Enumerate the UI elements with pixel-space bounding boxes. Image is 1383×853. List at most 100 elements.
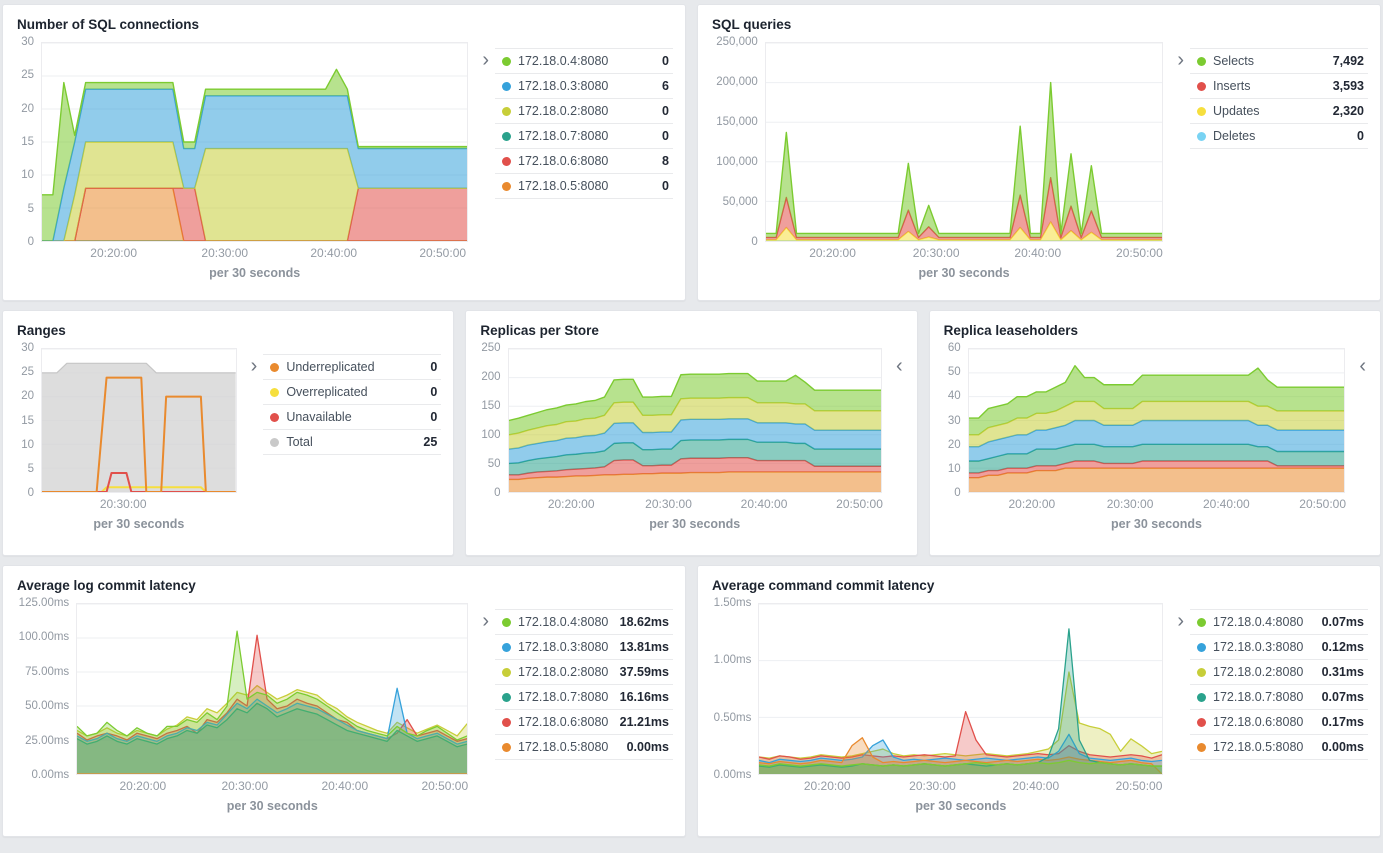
legend-value: 2,320 [1332,104,1364,118]
command-commit-latency-chart[interactable]: 1.50ms 1.00ms 0.50ms 0.00ms 20:20:00 20:30:00… [710,597,1164,813]
y-axis-tick-label: 100,000 [716,156,758,168]
x-axis-tick-label: 20:20:00 [1008,497,1056,511]
legend-item[interactable]: 172.18.0.3:8080 13.81ms [495,634,673,659]
y-axis-tick-label: 20 [947,438,961,451]
x-axis-tick-label: 20:30:00 [1106,497,1154,511]
172.18.0.3:8080-line [77,688,467,744]
legend-item[interactable]: 172.18.0.6:8080 0.17ms [1190,709,1368,734]
legend-item[interactable]: 172.18.0.5:8080 0.00ms [495,734,673,760]
legend-value: 21.21ms [619,715,669,729]
legend-item[interactable]: Total 25 [263,429,442,455]
legend-item[interactable]: Deletes 0 [1190,123,1368,149]
172.18.0.2:8080-area [42,142,468,241]
legend-label: Inserts [1213,79,1251,93]
legend-expand-chevron[interactable]: ‹ [895,355,903,377]
legend-collapse-chevron[interactable]: › [1177,49,1184,71]
series-color-dot-icon [270,437,280,447]
chart-plot-area[interactable] [41,348,237,493]
series-1-area [508,471,881,492]
chart-plot-area[interactable] [764,42,1164,242]
legend-item[interactable]: 172.18.0.7:8080 0.07ms [1190,684,1368,709]
legend-item[interactable]: 172.18.0.6:8080 8 [495,148,673,173]
legend-item[interactable]: 172.18.0.5:8080 0.00ms [1190,734,1368,760]
x-axis-tick-label: 20:30:00 [645,497,692,511]
legend-item[interactable]: 172.18.0.6:8080 21.21ms [495,709,673,734]
series-6-line [509,374,881,421]
legend-item[interactable]: 172.18.0.4:8080 0.07ms [1190,609,1368,634]
sql-queries-chart[interactable]: 250,000 200,000 150,000 100,000 50,000 0 20:20… [710,36,1164,280]
series-color-dot-icon [270,362,280,372]
series-color-dot-icon [502,56,511,66]
log-commit-latency-chart[interactable]: 125.00ms 100.00ms 75.00ms 50.00ms 25.00ms 0.0… [15,597,469,813]
chart-plot-area[interactable] [967,348,1346,493]
legend-item[interactable]: Unavailable 0 [263,404,442,429]
chart-plot-area[interactable] [41,42,469,242]
x-axis-tick-label: 20:30:00 [909,779,956,793]
legend-item[interactable]: 172.18.0.4:8080 18.62ms [495,609,673,634]
legend-item[interactable]: Selects 7,492 [1190,48,1368,73]
panel-title: Number of SQL connections [17,17,200,32]
x-axis-tick-label: 20:30:00 [221,779,269,793]
y-axis-tick-label: 50 [487,458,501,470]
x-axis-unit-label: per 30 seconds [918,266,1010,280]
x-axis-tick-label: 20:50:00 [419,246,467,260]
replica-leaseholders-chart[interactable]: 60 50 40 30 20 10 0 20:20:00 20:30:00 20:40:00 20:… [942,342,1346,531]
legend-label: 172.18.0.5:8080 [1213,740,1304,754]
y-axis-tick-label: 75.00ms [25,665,70,678]
y-axis-tick-label: 250 [481,342,501,354]
x-axis-unit-label: per 30 seconds [226,799,318,813]
legend-item[interactable]: 172.18.0.2:8080 37.59ms [495,659,673,684]
replicas-per-store-chart[interactable]: 250 200 150 100 50 0 20:20:00 20:30:00 20:40:00 2… [478,342,883,531]
series-6-line [969,366,1345,418]
172.18.0.7:8080-area [77,703,468,774]
x-axis-tick-label: 20:40:00 [1203,497,1250,511]
legend-item[interactable]: 172.18.0.4:8080 0 [495,48,673,73]
legend-collapse-chevron[interactable]: › [250,355,258,377]
y-axis-tick-label: 50 [947,366,961,379]
legend-item[interactable]: 172.18.0.5:8080 0 [495,173,673,199]
chart-plot-area[interactable] [507,348,882,493]
y-axis-tick-label: 50,000 [722,196,758,208]
legend-item[interactable]: 172.18.0.2:8080 0.31ms [1190,659,1368,684]
x-axis-tick-label: 20:40:00 [1014,246,1062,260]
legend-item[interactable]: 172.18.0.7:8080 0 [495,123,673,148]
y-axis-tick-label: 25 [21,366,34,379]
y-axis-tick-label: 25 [21,69,34,82]
legend-item[interactable]: Underreplicated 0 [263,354,442,379]
172.18.0.2:8080-line [77,686,467,736]
legend-value: 0.07ms [1321,615,1364,629]
panel-average-command-commit-latency: Average command commit latency 1.50ms 1.0… [697,565,1381,837]
legend-label: 172.18.0.2:8080 [1213,665,1304,679]
y-axis-tick-label: 30 [947,414,961,427]
chart-plot-area[interactable] [758,603,1164,775]
sql-connections-chart[interactable]: 30 25 20 15 10 5 0 20:20:00 20:30:00 20:40:00 20:5… [15,36,469,280]
172.18.0.2:8080-area [759,672,1163,774]
x-axis-tick-label: 20:20:00 [90,246,137,260]
legend-expand-chevron[interactable]: ‹ [1359,355,1366,377]
legend-item[interactable]: 172.18.0.2:8080 0 [495,98,673,123]
chart-plot-area[interactable] [76,603,469,775]
legend-item[interactable]: Updates 2,320 [1190,98,1368,123]
legend-item[interactable]: 172.18.0.3:8080 6 [495,73,673,98]
legend-item[interactable]: 172.18.0.3:8080 0.12ms [1190,634,1368,659]
legend-collapse-chevron[interactable]: › [482,610,489,632]
x-axis-tick-label: 20:50:00 [1115,779,1163,793]
legend-label: Overreplicated [286,385,368,399]
legend-collapse-chevron[interactable]: › [1177,610,1184,632]
legend-label: 172.18.0.5:8080 [518,179,609,193]
ranges-chart[interactable]: 30 25 20 15 10 5 0 20:30:00 per 30 seconds [15,342,237,531]
legend-collapse-chevron[interactable]: › [482,49,489,71]
legend-label: 172.18.0.4:8080 [1213,615,1304,629]
legend-item[interactable]: Overreplicated 0 [263,379,442,404]
172.18.0.7:8080-area [759,628,1163,774]
y-axis-tick-label: 0 [27,487,34,499]
series-3-area [968,444,1345,473]
legend-label: 172.18.0.3:8080 [1213,640,1304,654]
panel-title: Ranges [17,323,66,338]
legend-item[interactable]: Inserts 3,593 [1190,73,1368,98]
panel-replica-leaseholders: Replica leaseholders 60 50 40 30 20 10 0 20:20:… [928,310,1381,556]
legend-item[interactable]: 172.18.0.7:8080 16.16ms [495,684,673,709]
legend-value: 0.31ms [1321,665,1364,679]
legend-value: 0.00ms [626,740,669,754]
y-axis-tick-label: 0.00ms [713,769,752,781]
